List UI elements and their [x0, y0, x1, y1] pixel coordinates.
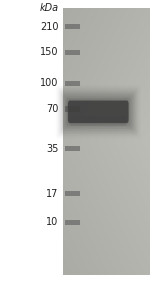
Text: kDa: kDa — [39, 3, 58, 13]
Text: 35: 35 — [46, 143, 59, 154]
Text: 150: 150 — [40, 47, 58, 57]
Bar — [64, 50, 80, 55]
Bar — [64, 146, 80, 151]
Bar — [64, 106, 80, 112]
Bar — [64, 191, 80, 196]
FancyBboxPatch shape — [66, 98, 130, 126]
Bar — [64, 220, 80, 225]
Bar — [64, 81, 80, 86]
FancyBboxPatch shape — [68, 100, 129, 124]
Bar — [64, 24, 80, 29]
Text: 10: 10 — [46, 217, 59, 227]
Text: 17: 17 — [46, 189, 59, 199]
FancyBboxPatch shape — [70, 116, 126, 126]
Text: 70: 70 — [46, 104, 59, 114]
FancyBboxPatch shape — [63, 95, 133, 129]
Text: 210: 210 — [40, 22, 58, 32]
Text: 100: 100 — [40, 78, 58, 89]
FancyBboxPatch shape — [68, 100, 129, 123]
FancyBboxPatch shape — [62, 93, 134, 131]
FancyBboxPatch shape — [61, 91, 136, 132]
FancyBboxPatch shape — [65, 96, 132, 127]
